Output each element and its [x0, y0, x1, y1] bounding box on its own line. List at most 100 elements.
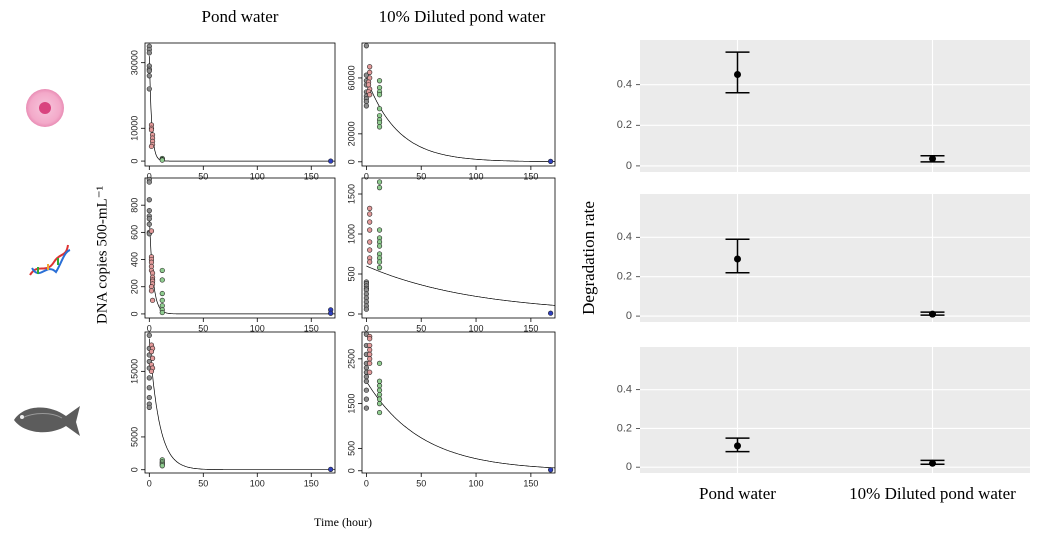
data-point — [376, 124, 383, 130]
y-tick-label: 30000 — [129, 50, 139, 75]
data-point — [363, 365, 369, 371]
data-point — [363, 374, 369, 380]
data-point — [159, 463, 165, 469]
y-tick-label: 200 — [129, 279, 139, 294]
x-tick-label: 0 — [364, 323, 369, 333]
x-tick-label: 100 — [469, 323, 484, 333]
data-point — [367, 69, 373, 75]
data-point — [146, 179, 152, 185]
y-tick-label: 0.2 — [617, 119, 632, 131]
x-tick-label: 50 — [198, 323, 208, 333]
y-tick-label: 20000 — [346, 121, 356, 146]
y-tick-label: 0 — [129, 311, 139, 316]
data-point — [367, 92, 373, 98]
y-tick-label: 400 — [129, 252, 139, 267]
point — [734, 71, 741, 79]
y-tick-label: 0 — [346, 468, 356, 473]
data-point — [376, 383, 383, 389]
column-title: 10% Diluted pond water — [379, 7, 546, 26]
x-axis-label: Time (hour) — [314, 515, 372, 529]
data-point — [376, 243, 383, 249]
x-tick-label: 10% Diluted pond water — [849, 484, 1016, 503]
plot-frame — [144, 177, 336, 319]
data-point — [146, 216, 152, 222]
data-point — [367, 347, 373, 353]
y-tick-label: 0.4 — [617, 384, 632, 396]
y-axis-label: DNA copies 500-mL⁻¹ — [94, 186, 110, 324]
data-point — [159, 297, 165, 303]
point — [734, 442, 741, 450]
data-point — [376, 396, 383, 402]
data-point — [367, 342, 373, 349]
data-point — [367, 75, 373, 81]
x-tick-label: 0 — [147, 478, 152, 488]
x-tick-label: 0 — [147, 171, 152, 181]
data-point — [146, 332, 152, 338]
data-point — [149, 297, 156, 303]
data-point — [159, 157, 165, 163]
data-point — [376, 409, 383, 416]
data-point — [367, 259, 373, 265]
data-point — [367, 205, 373, 211]
data-point — [148, 349, 155, 355]
data-point — [376, 378, 383, 384]
data-point — [367, 211, 373, 217]
data-point — [367, 360, 373, 366]
cell-icon — [26, 89, 64, 127]
y-tick-label: 500 — [346, 441, 356, 456]
x-tick-label: 100 — [250, 323, 265, 333]
y-tick-label: 0 — [129, 159, 139, 164]
fit-curve — [148, 216, 335, 315]
data-point — [328, 466, 334, 472]
data-point — [376, 387, 383, 393]
data-point — [148, 288, 155, 294]
column-title: Pond water — [202, 7, 279, 26]
data-point — [376, 185, 383, 191]
x-tick-label: 100 — [250, 478, 265, 488]
data-point — [367, 239, 373, 245]
y-tick-label: 0 — [626, 310, 632, 322]
data-point — [548, 310, 554, 316]
plot-frame — [144, 42, 336, 167]
data-point — [363, 43, 369, 49]
fit-curve — [366, 77, 555, 162]
plot-frame — [144, 331, 336, 474]
y-tick-label: 0 — [626, 461, 632, 473]
point — [929, 459, 936, 467]
data-point — [367, 219, 373, 225]
y-tick-label: 15000 — [129, 359, 139, 384]
fish-icon — [14, 406, 80, 436]
y-tick-label: 0.2 — [617, 271, 632, 283]
y-tick-label: 500 — [346, 266, 356, 281]
data-point — [328, 158, 334, 164]
x-tick-label: 100 — [250, 171, 265, 181]
y-tick-label: 5000 — [129, 427, 139, 447]
data-point — [146, 394, 152, 401]
x-tick-label: 100 — [469, 478, 484, 488]
y-tick-label: 1500 — [346, 394, 356, 414]
data-point — [363, 306, 369, 312]
fit-curve — [148, 338, 335, 471]
data-point — [363, 396, 369, 402]
data-point — [363, 387, 369, 393]
data-point — [148, 368, 155, 374]
y-tick-label: 10000 — [129, 116, 139, 141]
data-point — [376, 92, 383, 98]
y-tick-label: 1000 — [346, 224, 356, 244]
y-tick-label: 0 — [346, 159, 356, 164]
x-tick-label: 0 — [364, 478, 369, 488]
data-point — [146, 73, 152, 79]
data-point — [146, 385, 152, 391]
data-point — [376, 259, 383, 265]
data-point — [148, 228, 155, 234]
plot-frame — [361, 177, 556, 319]
data-point — [376, 227, 383, 233]
data-point — [328, 310, 334, 316]
x-tick-label: 50 — [198, 171, 208, 181]
y-tick-label: 0 — [346, 311, 356, 316]
data-point — [363, 378, 369, 384]
x-tick-label: Pond water — [699, 484, 776, 503]
data-point — [149, 355, 156, 361]
